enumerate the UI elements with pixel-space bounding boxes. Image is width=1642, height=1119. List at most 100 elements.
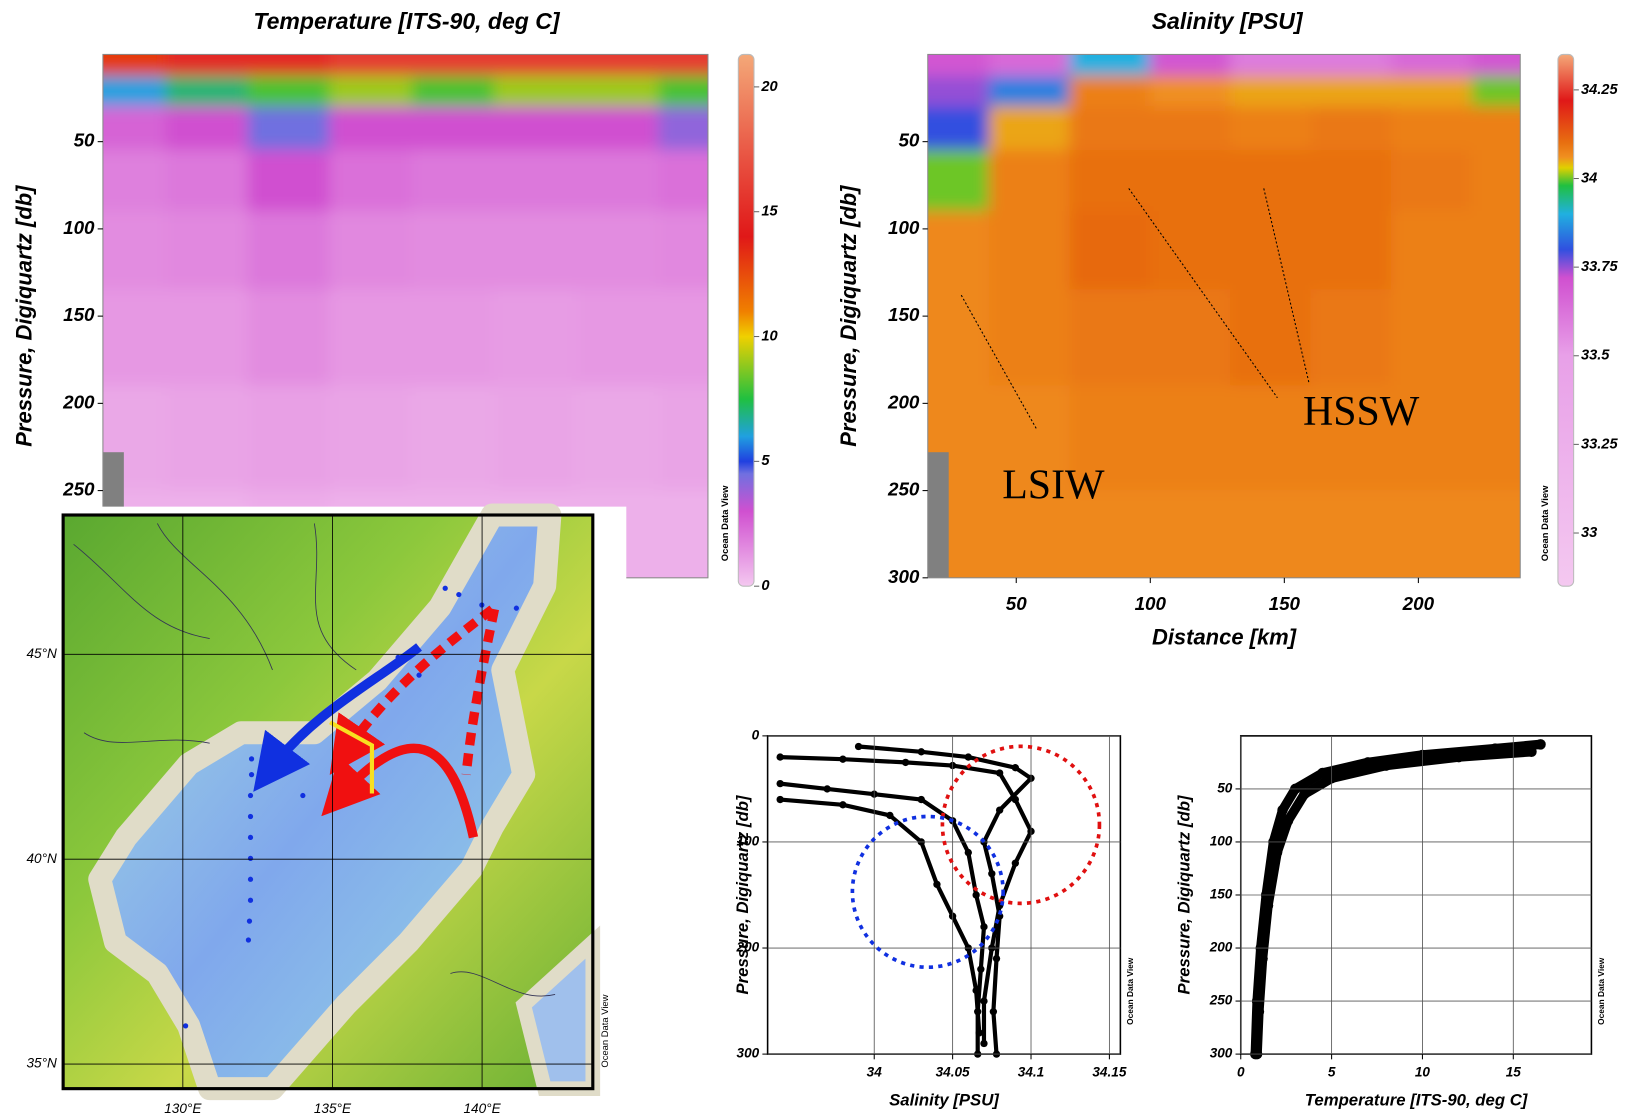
data-point — [776, 779, 784, 788]
field-cell — [329, 149, 413, 212]
x-tick-label: 150 — [1269, 593, 1301, 614]
data-point — [995, 806, 1004, 814]
data-point — [980, 1039, 988, 1048]
data-point — [1277, 804, 1288, 816]
y-tick-label: 100 — [1210, 834, 1233, 849]
field-cell — [988, 385, 1071, 492]
watermark: Ocean Data View — [1125, 957, 1135, 1025]
field-cell — [1391, 289, 1473, 387]
data-point — [1535, 739, 1546, 750]
profile-line — [780, 755, 1034, 1044]
x-axis-label: Salinity [PSU] — [889, 1091, 1000, 1110]
data-point — [1257, 953, 1268, 964]
y-tick-label: 200 — [887, 391, 920, 412]
field-cell — [165, 149, 249, 212]
watermark: Ocean Data View — [1539, 485, 1550, 561]
data-point — [1262, 900, 1274, 911]
data-point — [917, 795, 925, 804]
data-point — [1271, 847, 1283, 858]
x-tick-label: 34.05 — [936, 1065, 970, 1080]
data-point — [1253, 1006, 1265, 1017]
y-tick-label: 300 — [1210, 1046, 1233, 1061]
field-cell — [988, 289, 1071, 387]
data-point — [854, 742, 863, 751]
y-axis-label: Pressure, Digiquartz [db] — [11, 185, 36, 447]
field-cell — [329, 385, 413, 492]
annotation-line — [1128, 188, 1278, 399]
data-point — [933, 880, 941, 889]
highlight-circle — [940, 744, 1102, 906]
field-cell — [1149, 149, 1232, 212]
field-cell — [102, 149, 167, 212]
field-cell — [1149, 75, 1232, 108]
highlight-circle — [850, 814, 1005, 970]
field-cell — [988, 210, 1071, 291]
lat-label: 40°N — [26, 851, 57, 866]
field-cell — [927, 289, 990, 387]
chart-title: Salinity [PSU] — [1152, 8, 1304, 34]
colorbar-label: 10 — [761, 328, 777, 344]
field-cell — [493, 385, 578, 492]
field-cell — [493, 106, 578, 151]
current-arrow — [329, 605, 496, 775]
field-cell — [1391, 149, 1473, 212]
field-cell — [329, 289, 413, 387]
data-point — [886, 811, 894, 820]
field-cell — [102, 106, 167, 151]
y-tick-label: 150 — [888, 304, 920, 325]
data-point — [964, 848, 972, 857]
chart-title: Temperature [ITS-90, deg C] — [253, 8, 560, 34]
field-cell — [247, 289, 331, 387]
field-cell — [1471, 210, 1521, 291]
field-cell — [1230, 289, 1312, 387]
field-cell — [1471, 106, 1521, 151]
field-cell — [988, 75, 1071, 108]
field-cell — [1149, 54, 1232, 77]
field-cell — [658, 149, 708, 212]
field-cell — [576, 106, 660, 151]
lat-label: 35°N — [26, 1056, 57, 1071]
field-cell — [1069, 54, 1151, 77]
section-line — [329, 720, 375, 794]
colorbar-label: 33.75 — [1581, 259, 1618, 275]
field-cell — [1310, 210, 1393, 291]
field-cell — [102, 210, 167, 291]
y-tick-label: 50 — [1217, 781, 1233, 796]
charts: 0 5 10 15 20 Ocean Data View Temperature [ITS-… — [11, 8, 1618, 1110]
field-cell — [1391, 490, 1473, 578]
data-point — [1299, 788, 1310, 800]
field-cell — [576, 149, 660, 212]
x-tick-label: 10 — [1415, 1065, 1431, 1080]
x-tick-label: 5 — [1328, 1065, 1336, 1080]
data-point — [776, 795, 784, 804]
field-cell — [1149, 106, 1232, 151]
field-cell — [165, 385, 249, 492]
field-cell — [576, 289, 660, 387]
y-tick-label: 100 — [63, 217, 95, 238]
field-cell — [1230, 385, 1312, 492]
field — [927, 54, 1521, 578]
y-axis-label: Pressure, Digiquartz [db] — [733, 794, 752, 994]
field-cell — [1310, 75, 1393, 108]
y-tick-label: 50 — [898, 130, 919, 151]
lon-label: 140°E — [463, 1101, 501, 1116]
lon-label: 130°E — [164, 1101, 202, 1116]
data-point — [1282, 815, 1294, 826]
field-cell — [1310, 106, 1393, 151]
annotation: HSSW — [1303, 389, 1420, 435]
field-cell — [1149, 289, 1232, 387]
data-point — [977, 965, 985, 973]
current-arrow — [461, 608, 500, 776]
field-cell — [1471, 385, 1521, 492]
annotation: LSIW — [1002, 462, 1105, 508]
data-point — [1011, 764, 1019, 772]
colorbar-label: 34.25 — [1581, 82, 1618, 98]
y-tick-label: 100 — [737, 834, 760, 849]
profile-line — [858, 744, 1034, 1055]
field-cell — [493, 210, 578, 291]
field-cell — [1391, 106, 1473, 151]
field-cell — [493, 149, 578, 212]
field-cell — [927, 106, 990, 151]
field-cell — [1230, 490, 1312, 578]
